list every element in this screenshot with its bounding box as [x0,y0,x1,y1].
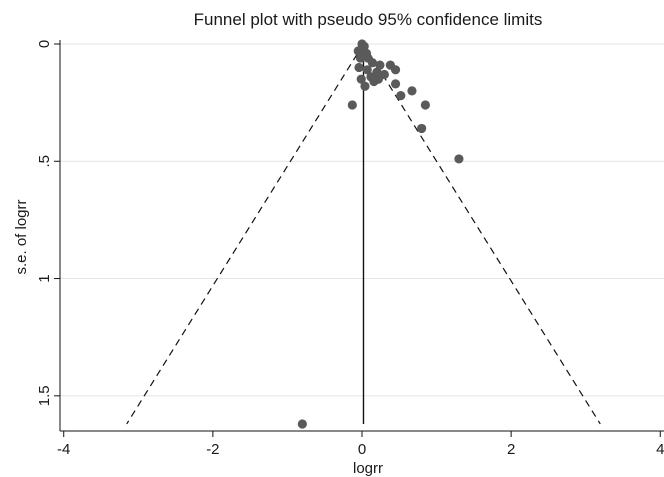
x-tick-label: 0 [358,441,366,458]
y-tick-label: .5 [36,155,53,168]
data-point [369,76,379,87]
y-axis-title: s.e. of logrr [13,199,30,274]
data-point [367,58,378,68]
axes [54,40,664,437]
data-point [454,154,464,164]
x-axis-title: logrr [353,460,383,477]
x-tick-label: 2 [507,441,515,458]
y-tick-label: 1.5 [36,385,53,406]
data-point [396,91,406,101]
funnel-lines [126,43,601,425]
data-point [407,86,417,96]
data-point [355,53,366,63]
data-point [354,62,364,73]
upper-confidence-limit [362,43,601,425]
chart-title: Funnel plot with pseudo 95% confidence l… [194,10,543,29]
x-tick-label: -2 [206,441,219,458]
data-points [297,39,464,429]
data-point [360,81,370,91]
y-tick-label: 1 [36,274,53,282]
grid-lines [60,43,664,397]
data-point [356,74,366,84]
data-point [375,60,385,70]
data-point [362,65,372,75]
data-point [390,65,401,75]
data-point [420,100,430,110]
x-tick-label: -4 [57,441,70,458]
data-point [297,419,307,429]
data-point [417,123,427,134]
data-point [390,79,401,89]
lower-confidence-limit [126,43,365,425]
data-point [347,100,357,110]
x-tick-label: 4 [656,441,664,458]
y-tick-label: 0 [36,40,53,48]
data-point [353,46,363,56]
tick-labels: -4 -2 0 2 4 0 .5 1 1.5 [36,40,664,458]
